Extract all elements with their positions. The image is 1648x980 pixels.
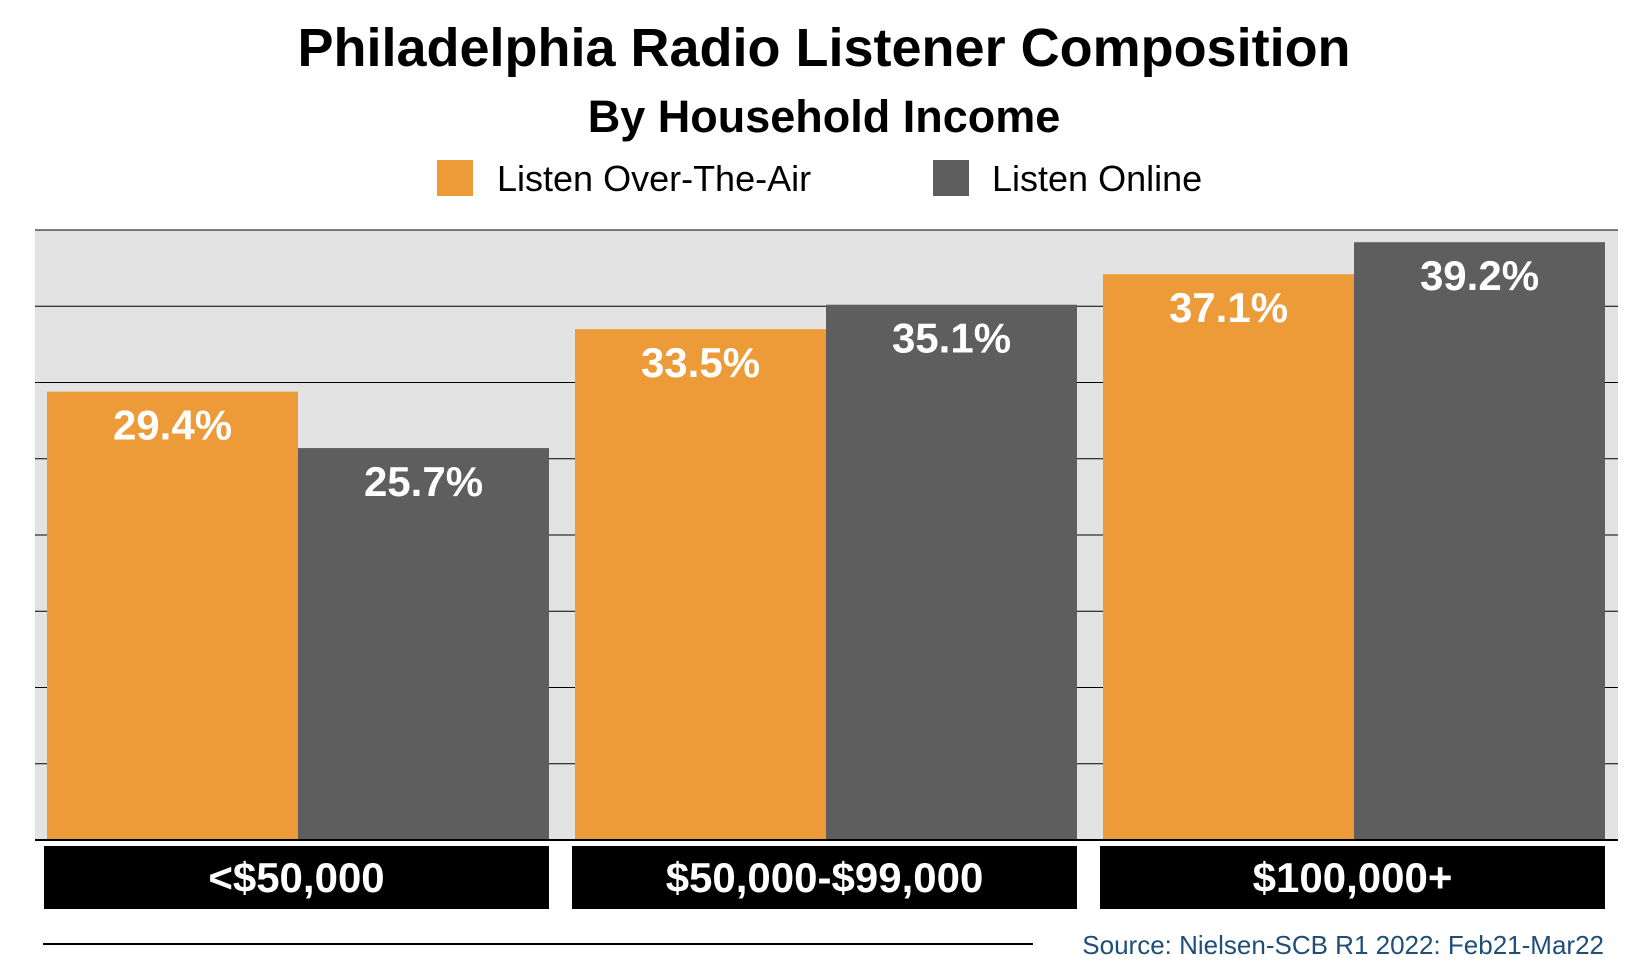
legend-label-over-the-air: Listen Over-The-Air — [497, 158, 811, 199]
category-label: <$50,000 — [208, 854, 384, 901]
bar-over-the-air-0 — [47, 391, 298, 840]
category-label: $50,000-$99,000 — [666, 854, 984, 901]
bar-over-the-air-1 — [575, 329, 826, 840]
bar-online-0 — [298, 448, 549, 840]
data-label: 29.4% — [113, 402, 232, 449]
source-note: Source: Nielsen-SCB R1 2022: Feb21-Mar22 — [1082, 930, 1604, 960]
category-label-box — [1100, 846, 1605, 909]
data-label: 37.1% — [1169, 284, 1288, 331]
data-label: 33.5% — [641, 339, 760, 386]
legend-swatch-online — [933, 160, 969, 196]
category-label-box — [44, 846, 549, 909]
bar-online-1 — [826, 304, 1077, 841]
data-label: 39.2% — [1420, 252, 1539, 299]
legend-swatch-over-the-air — [437, 160, 473, 196]
data-label: 25.7% — [364, 458, 483, 505]
legend-label-online: Listen Online — [992, 158, 1202, 199]
legend: Listen Over-The-Air Listen Online — [437, 158, 1202, 199]
category-labels: <$50,000 $50,000-$99,000 $100,000+ — [44, 846, 1605, 909]
bar-online-2 — [1354, 242, 1605, 840]
bars: 29.4% 25.7% 33.5% 35.1% 37.1% 39.2% — [47, 242, 1605, 841]
data-label: 35.1% — [892, 315, 1011, 362]
category-label: $100,000+ — [1253, 854, 1453, 901]
chart-title: Philadelphia Radio Listener Composition — [297, 18, 1350, 78]
category-label-box — [572, 846, 1077, 909]
bar-over-the-air-2 — [1103, 274, 1354, 841]
chart-subtitle: By Household Income — [588, 91, 1061, 142]
